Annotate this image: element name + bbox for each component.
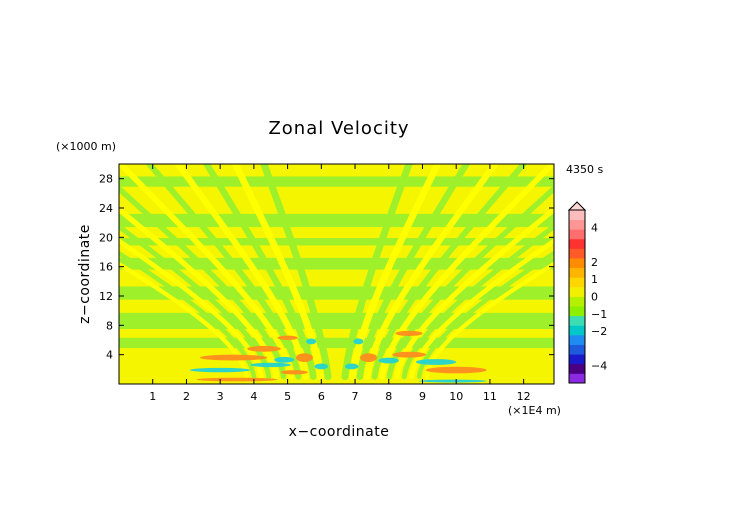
- negative-band: [119, 213, 554, 228]
- colorbar-segment: [569, 306, 585, 317]
- colorbar-tick-label: 1: [591, 273, 598, 286]
- wave-stripe: [119, 206, 279, 380]
- velocity-lobe: [378, 357, 399, 364]
- velocity-lobe: [314, 363, 329, 370]
- colorbar-segment: [569, 315, 585, 326]
- colorbar-tick-label: 0: [591, 291, 598, 304]
- x-axis-label: x−coordinate: [289, 424, 390, 440]
- velocity-lobe: [296, 353, 313, 362]
- velocity-lobe: [392, 351, 426, 358]
- colorbar-tick-label: −4: [591, 360, 607, 373]
- y-tick-label: 24: [99, 202, 113, 215]
- x-tick-label: 6: [318, 390, 325, 403]
- negative-band: [119, 238, 554, 246]
- velocity-field: [119, 164, 554, 383]
- colorbar-segment: [569, 325, 585, 336]
- colorbar-segment: [569, 277, 585, 288]
- x-tick-label: 4: [250, 390, 257, 403]
- velocity-lobe: [274, 356, 295, 363]
- y-axis: 4 8 12 16 20 24 28: [99, 173, 554, 362]
- wave-stripe: [424, 261, 554, 379]
- colorbar-segment: [569, 229, 585, 240]
- x-tick-label: 1: [149, 390, 156, 403]
- time-label: 4350 s: [566, 163, 603, 176]
- x-tick-label: 10: [449, 390, 463, 403]
- colorbar-segment: [569, 373, 585, 384]
- colorbar-segment: [569, 334, 585, 345]
- colorbar-segment: [569, 286, 585, 297]
- velocity-lobe: [250, 362, 291, 368]
- colorbar: 4 2 1 0 −1 −2 −4: [567, 201, 607, 384]
- colorbar-tick-label: 4: [591, 221, 598, 234]
- velocity-lobe: [196, 377, 278, 382]
- y-tick-label: 4: [106, 349, 113, 362]
- colorbar-cap: [567, 201, 587, 211]
- velocity-lobe: [353, 338, 364, 345]
- colorbar-segment: [569, 258, 585, 269]
- x-tick-label: 12: [517, 390, 531, 403]
- y-unit-label: (×1000 m): [56, 140, 116, 153]
- wave-stripe: [231, 164, 325, 381]
- plot-area: [118, 163, 555, 385]
- velocity-lobe: [306, 338, 317, 345]
- x-tick-label: 11: [483, 390, 497, 403]
- colorbar-segment: [569, 354, 585, 365]
- velocity-lobe: [360, 353, 377, 362]
- y-tick-label: 16: [99, 261, 113, 274]
- wave-stripe: [379, 164, 554, 380]
- plot-frame: [118, 163, 555, 385]
- velocity-lobe: [395, 330, 423, 336]
- colorbar-segment: [569, 296, 585, 307]
- wave-stripe: [146, 164, 302, 380]
- wave-stripe: [341, 164, 413, 381]
- colorbar-tick-label: 2: [591, 256, 598, 269]
- velocity-lobe: [425, 366, 487, 374]
- wave-stripe: [416, 250, 554, 379]
- colorbar-tick-label: −2: [591, 325, 607, 338]
- velocity-lobe: [189, 367, 251, 373]
- x-tick-label: 3: [217, 390, 224, 403]
- x-unit-label: (×1E4 m): [508, 404, 561, 417]
- chart-title: Zonal Velocity: [268, 118, 409, 139]
- x-tick-label: 9: [419, 390, 426, 403]
- velocity-lobe: [280, 370, 308, 375]
- negative-band: [119, 337, 554, 349]
- negative-band: [119, 312, 554, 329]
- velocity-lobe: [247, 345, 281, 352]
- colorbar-segment: [569, 363, 585, 374]
- velocity-lobe: [277, 335, 298, 340]
- wave-stripe: [119, 223, 272, 380]
- wave-stripe: [348, 164, 442, 381]
- wave-stripe: [371, 164, 527, 380]
- y-tick-label: 28: [99, 173, 113, 186]
- colorbar-segment: [569, 267, 585, 278]
- velocity-lobe: [344, 363, 359, 370]
- colorbar-segment: [569, 219, 585, 230]
- wave-stripe: [260, 164, 332, 381]
- x-tick-label: 2: [183, 390, 190, 403]
- colorbar-segment: [569, 248, 585, 259]
- velocity-lobe: [415, 359, 457, 365]
- wave-stripe: [119, 184, 287, 380]
- wave-stripe: [119, 164, 294, 380]
- velocity-lobe: [419, 379, 487, 383]
- colorbar-tick-label: −1: [591, 308, 607, 321]
- colorbar-segment: [569, 238, 585, 249]
- y-axis-label: z−coordinate: [77, 224, 93, 324]
- y-tick-label: 20: [99, 231, 113, 244]
- negative-band: [119, 176, 554, 187]
- x-tick-label: 8: [385, 390, 392, 403]
- colorbar-frame: [568, 209, 586, 384]
- y-tick-label: 8: [106, 319, 113, 332]
- colorbar-segment: [569, 210, 585, 221]
- negative-band: [119, 257, 554, 270]
- x-axis: 1 2 3 4 5 6 7 8 9 10 11 12: [149, 164, 531, 403]
- x-tick-label: 7: [352, 390, 359, 403]
- velocity-lobe: [199, 354, 268, 361]
- y-tick-label: 12: [99, 290, 113, 303]
- colorbar-segment: [569, 344, 585, 355]
- x-tick-label: 5: [284, 390, 291, 403]
